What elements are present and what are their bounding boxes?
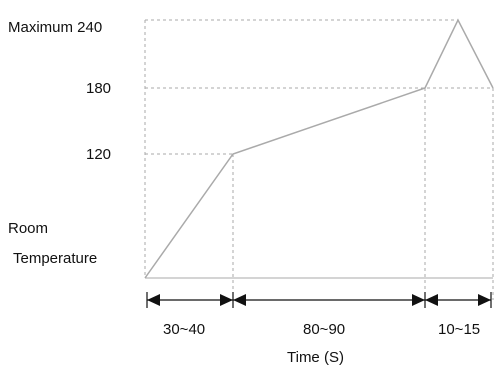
label-180: 180 xyxy=(86,80,111,97)
temperature-curve xyxy=(144,18,494,279)
label-room: Room xyxy=(8,220,48,237)
arrowhead-left xyxy=(147,294,160,306)
segment-label-preheat: 30~40 xyxy=(163,321,205,338)
arrowhead-right xyxy=(220,294,233,306)
arrowhead-left xyxy=(425,294,438,306)
label-maximum-240: Maximum 240 xyxy=(8,19,102,36)
segment-label-soak: 80~90 xyxy=(303,321,345,338)
label-120: 120 xyxy=(86,146,111,163)
x-axis-title: Time (S) xyxy=(287,349,344,366)
arrowhead-right xyxy=(412,294,425,306)
arrowhead-left xyxy=(233,294,246,306)
arrowhead-right xyxy=(478,294,491,306)
guide-lines xyxy=(144,19,494,300)
label-temperature: Temperature xyxy=(13,250,97,267)
time-dimension-arrows xyxy=(146,292,492,308)
segment-label-peak: 10~15 xyxy=(438,321,480,338)
